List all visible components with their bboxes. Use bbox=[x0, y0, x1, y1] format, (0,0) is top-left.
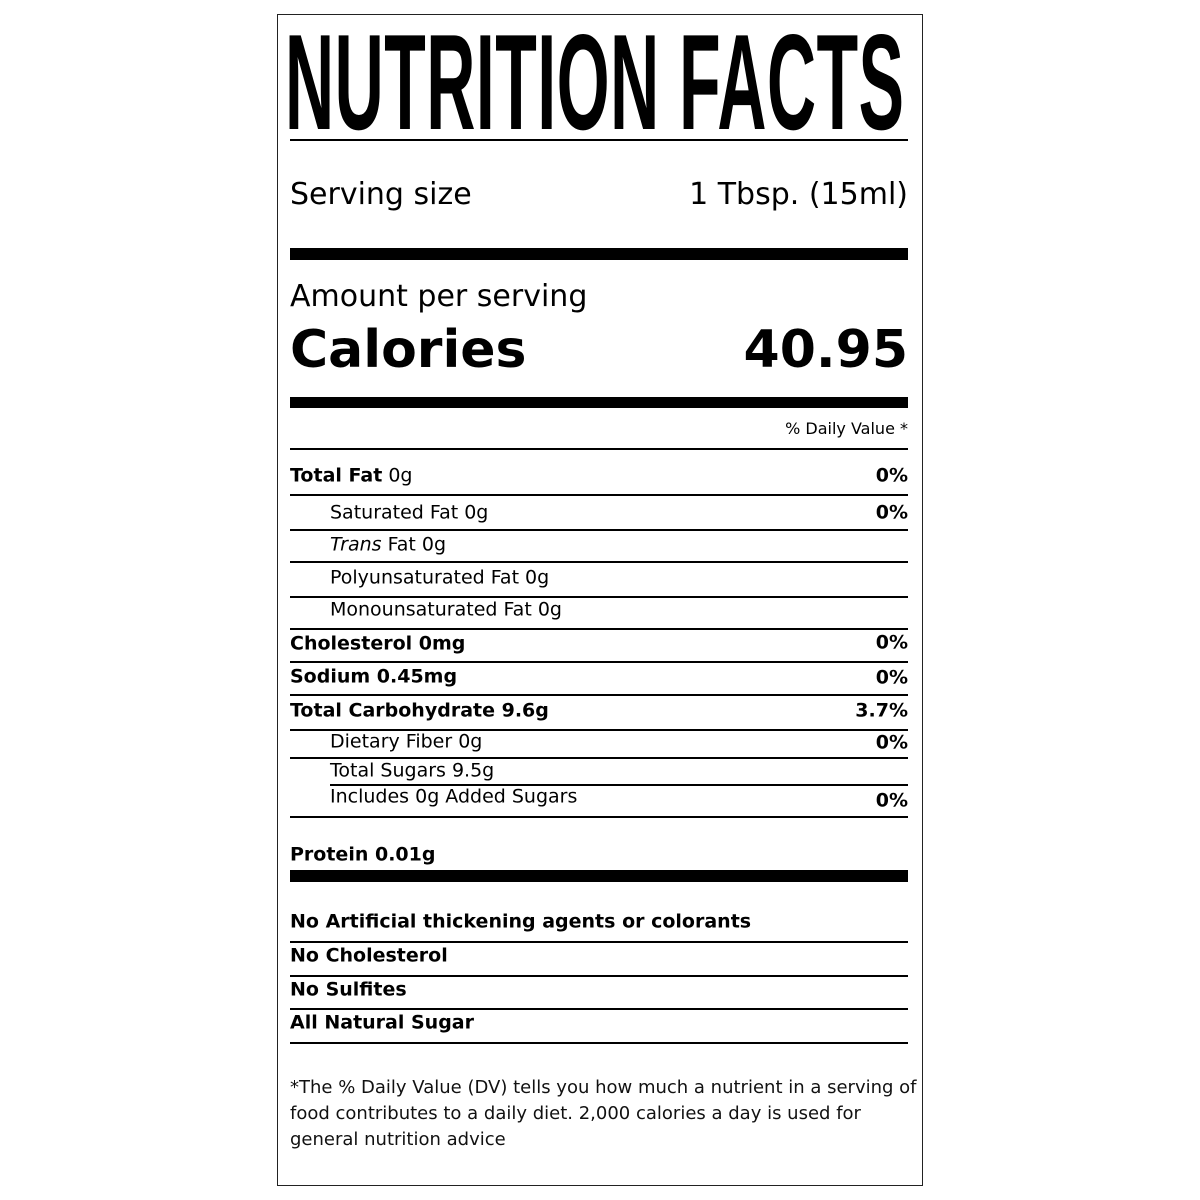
serving-size-value: 1 Tbsp. (15ml) bbox=[689, 177, 908, 212]
nutrient-dv: 0% bbox=[875, 789, 908, 812]
claim: No Sulfites bbox=[290, 978, 407, 1001]
nutrient-sodium: Sodium 0.45mg bbox=[290, 665, 458, 688]
nutrient-dv: 0% bbox=[875, 631, 908, 654]
nutrient-protein: Protein 0.01g bbox=[290, 843, 436, 866]
nutrient-dv: 0% bbox=[875, 464, 908, 487]
claim: No Artificial thickening agents or color… bbox=[290, 910, 752, 933]
nutrient-total-carbohydrate: Total Carbohydrate 9.6g bbox=[290, 699, 549, 722]
thick-divider bbox=[290, 870, 908, 882]
nutrient-total-sugars: Total Sugars 9.5g bbox=[330, 759, 495, 782]
claim: All Natural Sugar bbox=[290, 1011, 474, 1034]
nutrient-dv: 0% bbox=[875, 731, 908, 754]
nutrient-added-sugars: Includes 0g Added Sugars bbox=[330, 785, 578, 808]
label-frame bbox=[277, 14, 923, 1186]
calories-value: 40.95 bbox=[743, 320, 908, 380]
claim: No Cholesterol bbox=[290, 944, 448, 967]
amount-per-serving: Amount per serving bbox=[290, 279, 588, 314]
nutrient-monounsaturated-fat: Monounsaturated Fat 0g bbox=[330, 598, 562, 621]
nutrient-dv: 0% bbox=[875, 501, 908, 524]
nutrient-dv: 3.7% bbox=[855, 699, 908, 722]
divider bbox=[290, 448, 908, 450]
nutrient-trans-fat: Trans Fat 0g bbox=[330, 533, 447, 556]
nutrient-total-fat: Total Fat 0g bbox=[290, 464, 413, 487]
label-title: NUTRITION FACTS bbox=[285, 6, 905, 158]
daily-value-header: % Daily Value * bbox=[785, 419, 908, 438]
nutrient-dietary-fiber: Dietary Fiber 0g bbox=[330, 730, 483, 753]
nutrient-polyunsaturated-fat: Polyunsaturated Fat 0g bbox=[330, 566, 550, 589]
thick-divider bbox=[290, 397, 908, 408]
nutrient-saturated-fat: Saturated Fat 0g bbox=[330, 501, 489, 524]
calories-label: Calories bbox=[290, 320, 527, 380]
divider bbox=[290, 139, 908, 141]
nutrient-dv: 0% bbox=[875, 666, 908, 689]
thick-divider bbox=[290, 248, 908, 260]
nutrient-cholesterol: Cholesterol 0mg bbox=[290, 632, 466, 655]
footnote: *The % Daily Value (DV) tells you how mu… bbox=[290, 1077, 917, 1150]
serving-size-label: Serving size bbox=[290, 177, 472, 212]
